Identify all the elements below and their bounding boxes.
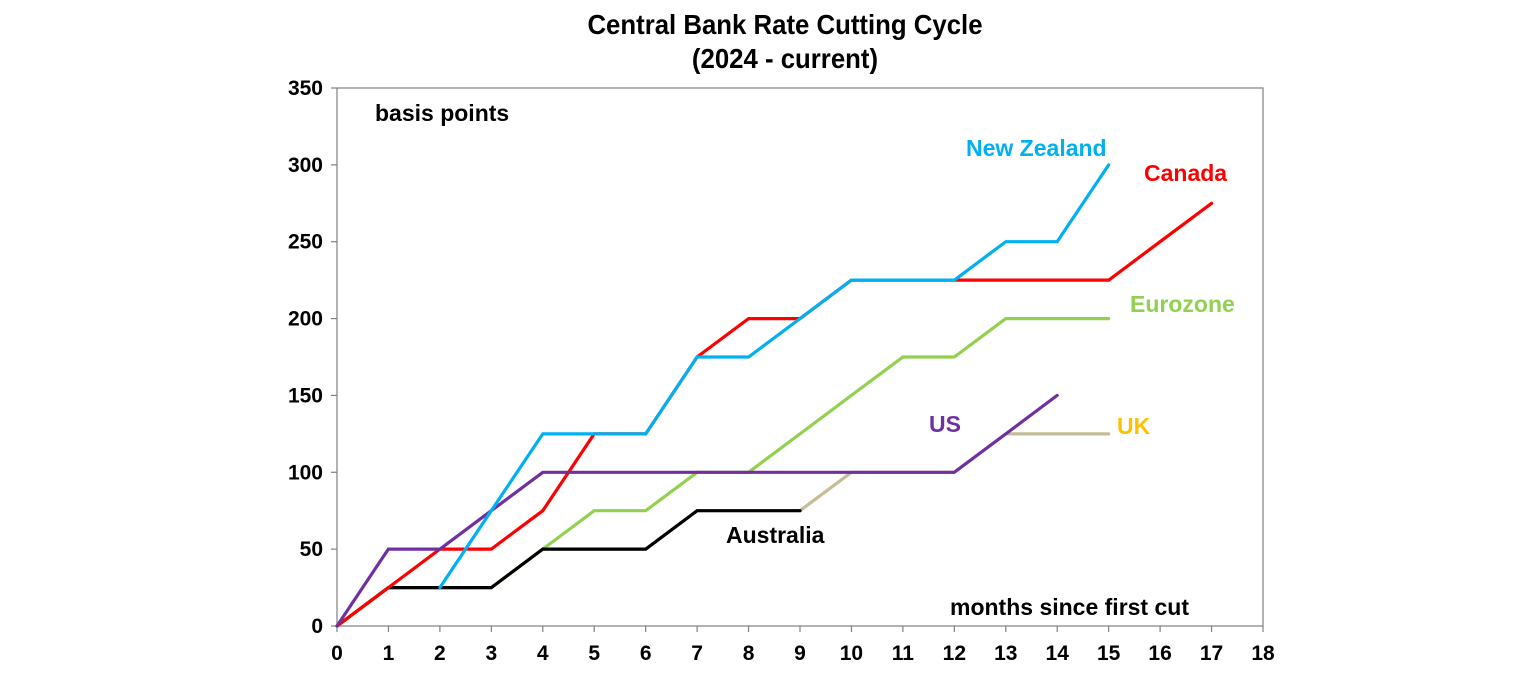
x-tick-label: 14 [1046,642,1070,665]
series-line-new-zealand [438,163,1111,590]
x-tick-label: 9 [794,642,806,665]
y-tick-label: 350 [288,77,323,100]
series-label: US [929,411,961,437]
x-tick-label: 12 [943,642,966,665]
x-tick-label: 15 [1097,642,1121,665]
y-tick-label: 100 [288,461,323,484]
x-tick-label: 8 [743,642,755,665]
x-tick-label: 4 [537,642,549,665]
x-tick-label: 11 [892,642,915,665]
series-label: Canada [1144,160,1227,186]
x-tick-label: 18 [1251,642,1275,665]
series-line-us [335,393,1059,628]
x-tick-label: 17 [1200,642,1223,665]
y-tick-label: 200 [288,308,323,331]
series-label: Australia [726,522,825,548]
series-label: UK [1117,413,1151,439]
y-tick-label: 150 [288,384,323,407]
y-tick-label: 300 [288,154,323,177]
x-tick-label: 13 [994,642,1017,665]
x-tick-label: 2 [434,642,446,665]
x-tick-label: 16 [1148,642,1171,665]
x-tick-label: 3 [485,642,497,665]
x-tick-label: 0 [331,642,343,665]
x-tick-label: 5 [588,642,600,665]
y-axis-label: basis points [375,100,509,126]
series-label: Eurozone [1130,291,1235,317]
title-line: Central Bank Rate Cutting Cycle [587,9,983,40]
chart-title: Central Bank Rate Cutting Cycle (2024 - … [63,8,1507,76]
x-tick-label: 1 [383,642,395,665]
x-tick-label: 6 [640,642,652,665]
subtitle-line: (2024 - current) [691,43,879,74]
series-line-canada [335,201,1214,628]
y-tick-label: 50 [300,538,323,561]
series-label: New Zealand [966,135,1107,161]
x-tick-label: 7 [691,642,703,665]
x-axis-label: months since first cut [950,594,1189,620]
series-line-australia [335,509,802,628]
y-tick-label: 250 [288,231,323,254]
x-tick-label: 10 [840,642,863,665]
y-tick-label: 0 [311,615,323,638]
